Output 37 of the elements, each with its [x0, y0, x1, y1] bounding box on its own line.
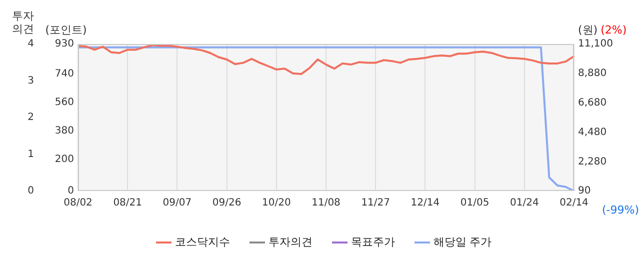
text: (-99%) — [602, 203, 639, 216]
y3-tick-label: 4,480 — [578, 126, 607, 138]
y3-tick-label: 6,680 — [578, 98, 607, 109]
y-tick-label: 2 — [28, 112, 34, 124]
x-tick-label: 08/21 — [113, 198, 142, 209]
y3-axis-title: (원) — [578, 23, 598, 36]
y3-tick-label: 11,100 — [578, 38, 613, 50]
x-tick-label: 09/26 — [212, 198, 242, 209]
x-tick-label: 01/24 — [510, 198, 539, 209]
y3-tick-label: 8,880 — [578, 68, 607, 80]
legend-label: 해당일 주가 — [433, 235, 492, 248]
y2-tick-label: 0 — [68, 186, 74, 197]
text: (2%) — [600, 23, 627, 36]
x-tick-label: 02/14 — [560, 198, 588, 209]
y-tick-label: 4 — [28, 38, 34, 50]
y3-tick-label: 90 — [578, 186, 591, 197]
y2-tick-label: 200 — [54, 154, 74, 165]
y2-tick-label: 560 — [54, 97, 74, 108]
y-tick-label: 0 — [28, 186, 34, 197]
x-tick-label: 11/08 — [312, 198, 340, 209]
x-tick-label: 01/05 — [460, 198, 490, 209]
legend-label: 목표주가 — [350, 235, 395, 248]
y2-tick-label: 740 — [54, 68, 74, 80]
x-tick-label: 11/27 — [361, 198, 390, 209]
y-tick-label: 1 — [28, 148, 34, 160]
legend-label: 코스닥지수 — [174, 235, 230, 248]
x-tick-label: 08/02 — [64, 198, 92, 209]
legend-label: 투자의견 — [268, 235, 312, 248]
x-tick-label: 10/20 — [262, 198, 291, 209]
y2-tick-label: 380 — [54, 126, 74, 137]
y-axis-title: 투자의견 — [12, 9, 34, 36]
x-tick-label: 12/14 — [410, 198, 440, 209]
y3-tick-label: 2,280 — [578, 156, 607, 168]
x-tick-label: 09/07 — [162, 198, 192, 209]
y2-tick-label: 930 — [54, 38, 74, 50]
y-tick-label: 3 — [28, 75, 34, 86]
y2-axis-title: (포인트) — [45, 23, 87, 36]
